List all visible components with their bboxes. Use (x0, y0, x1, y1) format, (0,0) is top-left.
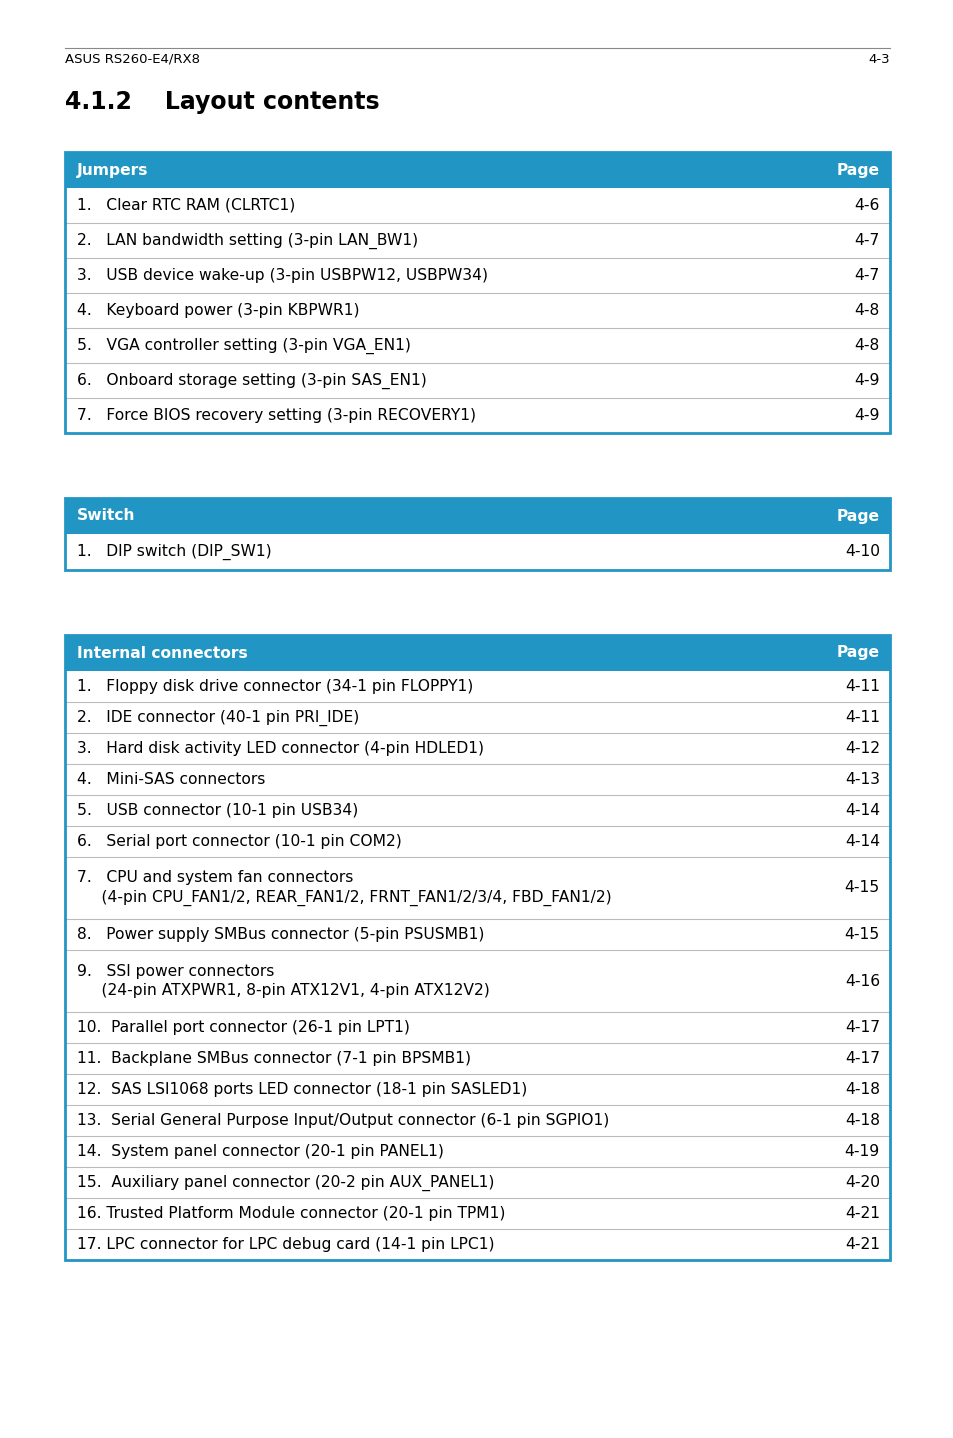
Bar (65, 1229, 889, 1260)
Text: 1.   DIP switch (DIP_SW1): 1. DIP switch (DIP_SW1) (77, 544, 272, 561)
Text: 4-9: 4-9 (854, 408, 879, 423)
Bar (65, 951, 889, 1012)
Bar (65, 498, 889, 569)
Text: 4-14: 4-14 (844, 802, 879, 818)
Text: 4-6: 4-6 (854, 198, 879, 213)
Text: 3.   USB device wake-up (3-pin USBPW12, USBPW34): 3. USB device wake-up (3-pin USBPW12, US… (77, 267, 488, 283)
Bar (65, 1104, 889, 1136)
Bar (65, 825, 889, 857)
Text: 16. Trusted Platform Module connector (20-1 pin TPM1): 16. Trusted Platform Module connector (2… (77, 1206, 505, 1221)
Text: 4-16: 4-16 (844, 974, 879, 988)
Text: 4-7: 4-7 (854, 233, 879, 247)
Text: 12.  SAS LSI1068 ports LED connector (18-1 pin SASLED1): 12. SAS LSI1068 ports LED connector (18-… (77, 1081, 527, 1097)
Bar (65, 1168, 889, 1198)
Bar (65, 1136, 889, 1168)
Bar (65, 1012, 889, 1043)
Text: 6.   Onboard storage setting (3-pin SAS_EN1): 6. Onboard storage setting (3-pin SAS_EN… (77, 372, 426, 388)
Text: 6.   Serial port connector (10-1 pin COM2): 6. Serial port connector (10-1 pin COM2) (77, 834, 401, 848)
Text: 4-9: 4-9 (854, 372, 879, 388)
Bar (65, 293, 889, 328)
Text: 4-11: 4-11 (844, 679, 879, 695)
Text: Page: Page (836, 509, 879, 523)
Bar (65, 1074, 889, 1104)
Text: 4-15: 4-15 (843, 880, 879, 896)
Text: 4.1.2    Layout contents: 4.1.2 Layout contents (65, 91, 379, 114)
Text: Internal connectors: Internal connectors (77, 646, 248, 660)
Text: 9.   SSI power connectors
     (24-pin ATXPWR1, 8-pin ATX12V1, 4-pin ATX12V2): 9. SSI power connectors (24-pin ATXPWR1,… (77, 963, 489, 998)
Text: 13.  Serial General Purpose Input/Output connector (6-1 pin SGPIO1): 13. Serial General Purpose Input/Output … (77, 1113, 609, 1127)
Text: Switch: Switch (77, 509, 135, 523)
Text: 11.  Backplane SMBus connector (7-1 pin BPSMB1): 11. Backplane SMBus connector (7-1 pin B… (77, 1051, 471, 1066)
Bar (65, 857, 889, 919)
Bar (65, 398, 889, 433)
Text: 4-17: 4-17 (844, 1051, 879, 1066)
Text: 4-21: 4-21 (844, 1206, 879, 1221)
Bar (65, 1198, 889, 1229)
Bar (65, 1043, 889, 1074)
Text: 5.   VGA controller setting (3-pin VGA_EN1): 5. VGA controller setting (3-pin VGA_EN1… (77, 338, 411, 354)
Text: 7.   Force BIOS recovery setting (3-pin RECOVERY1): 7. Force BIOS recovery setting (3-pin RE… (77, 408, 476, 423)
Text: 4-8: 4-8 (854, 338, 879, 352)
Text: 15.  Auxiliary panel connector (20-2 pin AUX_PANEL1): 15. Auxiliary panel connector (20-2 pin … (77, 1175, 494, 1191)
Bar (65, 223, 889, 257)
Text: ASUS RS260-E4/RX8: ASUS RS260-E4/RX8 (65, 53, 200, 66)
Text: 4-17: 4-17 (844, 1020, 879, 1035)
Text: 4-20: 4-20 (844, 1175, 879, 1191)
Bar (65, 152, 889, 433)
Text: 4-13: 4-13 (844, 772, 879, 787)
Bar (65, 795, 889, 825)
Text: 4-18: 4-18 (844, 1081, 879, 1097)
Text: 14.  System panel connector (20-1 pin PANEL1): 14. System panel connector (20-1 pin PAN… (77, 1145, 443, 1159)
Text: 4-21: 4-21 (844, 1237, 879, 1252)
Bar (65, 328, 889, 362)
Bar (65, 919, 889, 951)
Text: 4-3: 4-3 (867, 53, 889, 66)
Bar (65, 152, 889, 188)
Text: 8.   Power supply SMBus connector (5-pin PSUSMB1): 8. Power supply SMBus connector (5-pin P… (77, 928, 484, 942)
Bar (65, 498, 889, 533)
Bar (65, 362, 889, 398)
Text: 10.  Parallel port connector (26-1 pin LPT1): 10. Parallel port connector (26-1 pin LP… (77, 1020, 410, 1035)
Text: 2.   LAN bandwidth setting (3-pin LAN_BW1): 2. LAN bandwidth setting (3-pin LAN_BW1) (77, 233, 417, 249)
Text: 4-15: 4-15 (843, 928, 879, 942)
Text: 4-7: 4-7 (854, 267, 879, 283)
Bar (65, 188, 889, 223)
Text: Page: Page (836, 162, 879, 177)
Text: 2.   IDE connector (40-1 pin PRI_IDE): 2. IDE connector (40-1 pin PRI_IDE) (77, 709, 359, 726)
Text: 4-19: 4-19 (843, 1145, 879, 1159)
Text: 4-10: 4-10 (844, 545, 879, 559)
Text: 4-14: 4-14 (844, 834, 879, 848)
Bar (65, 533, 889, 569)
Bar (65, 764, 889, 795)
Text: 1.   Floppy disk drive connector (34-1 pin FLOPPY1): 1. Floppy disk drive connector (34-1 pin… (77, 679, 473, 695)
Bar (65, 733, 889, 764)
Text: 3.   Hard disk activity LED connector (4-pin HDLED1): 3. Hard disk activity LED connector (4-p… (77, 741, 483, 756)
Bar (65, 702, 889, 733)
Text: 7.   CPU and system fan connectors
     (4-pin CPU_FAN1/2, REAR_FAN1/2, FRNT_FAN: 7. CPU and system fan connectors (4-pin … (77, 870, 611, 906)
Text: 4-11: 4-11 (844, 710, 879, 725)
Text: 4.   Mini-SAS connectors: 4. Mini-SAS connectors (77, 772, 265, 787)
Bar (65, 636, 889, 672)
Text: 4.   Keyboard power (3-pin KBPWR1): 4. Keyboard power (3-pin KBPWR1) (77, 303, 359, 318)
Text: 17. LPC connector for LPC debug card (14-1 pin LPC1): 17. LPC connector for LPC debug card (14… (77, 1237, 494, 1252)
Text: 5.   USB connector (10-1 pin USB34): 5. USB connector (10-1 pin USB34) (77, 802, 358, 818)
Text: Jumpers: Jumpers (77, 162, 149, 177)
Text: 4-8: 4-8 (854, 303, 879, 318)
Bar (65, 257, 889, 293)
Text: Page: Page (836, 646, 879, 660)
Bar (65, 672, 889, 702)
Text: 1.   Clear RTC RAM (CLRTC1): 1. Clear RTC RAM (CLRTC1) (77, 198, 294, 213)
Text: 4-12: 4-12 (844, 741, 879, 756)
Bar (65, 636, 889, 1260)
Text: 4-18: 4-18 (844, 1113, 879, 1127)
